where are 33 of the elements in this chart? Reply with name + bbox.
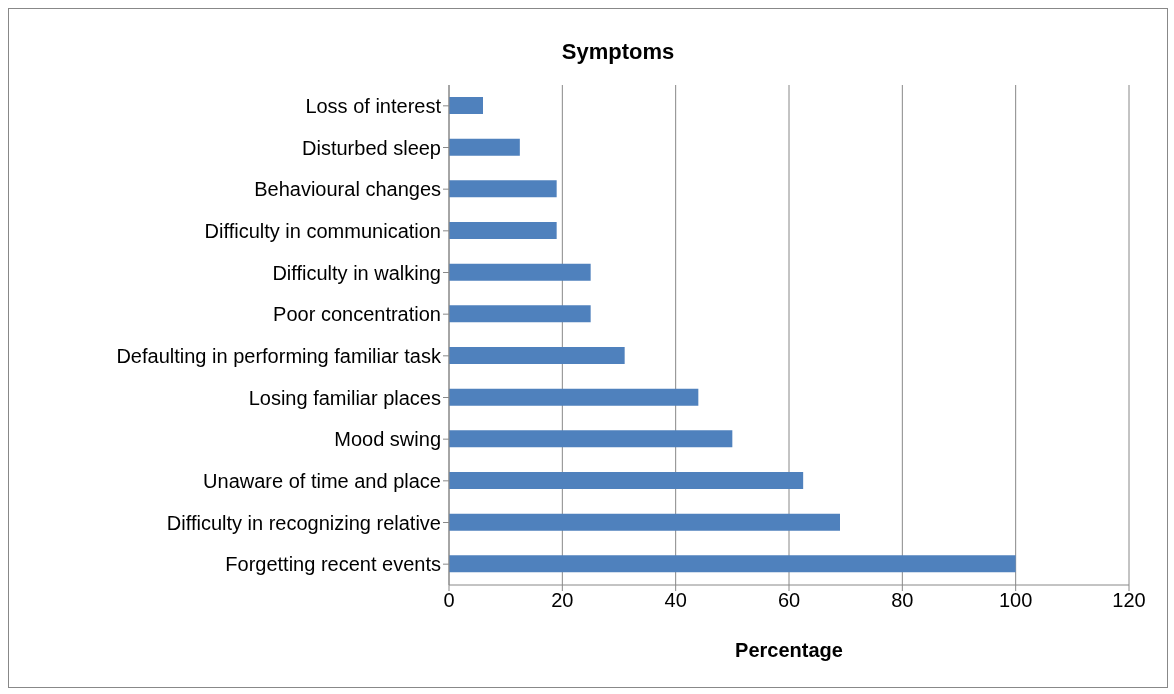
y-tick-label: Difficulty in recognizing relative: [166, 511, 441, 534]
bar: [449, 555, 1016, 573]
y-tick-label: Forgetting recent events: [225, 553, 441, 576]
chart-title: Symptoms: [560, 38, 676, 65]
x-tick-label: 100: [998, 589, 1033, 612]
bar: [449, 472, 804, 489]
y-tick-label: Defaulting in performing familiar task: [116, 344, 442, 367]
x-tick-label: 120: [1112, 589, 1146, 612]
bar: [449, 138, 520, 156]
y-tick-label: Difficulty in walking: [272, 261, 441, 284]
x-tick-label: 40: [664, 589, 687, 612]
bar: [449, 263, 591, 281]
bar: [449, 222, 557, 239]
x-tick-label: 60: [777, 589, 801, 612]
bar: [449, 388, 699, 406]
x-tick-label: 80: [891, 589, 914, 612]
y-tick-label: Unaware of time and place: [203, 469, 441, 492]
x-axis-title: Percentage: [735, 639, 843, 661]
y-tick-label: Losing familiar places: [248, 386, 441, 409]
bar: [449, 430, 733, 448]
y-tick-label: Loss of interest: [305, 94, 442, 117]
y-tick-label: Behavioural changes: [254, 178, 441, 201]
x-tick-label: 20: [551, 589, 574, 612]
y-tick-label: Difficulty in communication: [204, 219, 441, 242]
y-tick-label: Disturbed sleep: [302, 136, 441, 159]
bar: [449, 97, 483, 114]
y-tick-label: Mood swing: [334, 428, 441, 451]
bar: [449, 305, 591, 323]
bar: [449, 347, 625, 364]
y-tick-label: Poor concentration: [273, 303, 441, 326]
x-tick-label: 0: [443, 589, 455, 612]
bar: [449, 513, 840, 531]
bar: [449, 180, 557, 198]
